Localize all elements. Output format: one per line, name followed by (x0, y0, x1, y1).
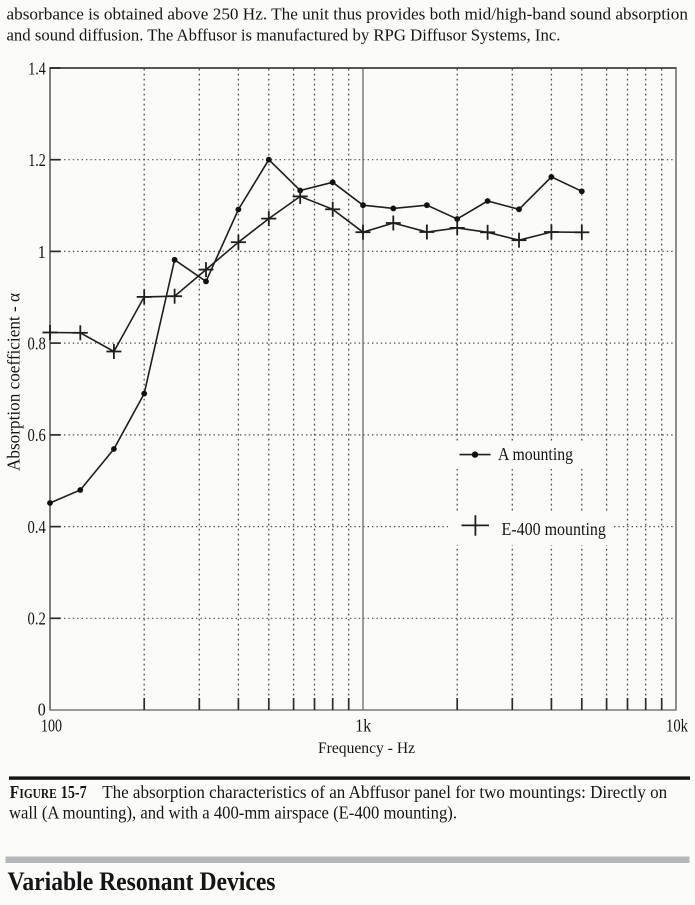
svg-text:Absorption coefficient - α: Absorption coefficient - α (4, 293, 24, 471)
svg-text:F: F (10, 782, 19, 802)
svg-text:10k: 10k (666, 715, 688, 735)
svg-text:The absorption characteristics: The absorption characteristics of an Abf… (102, 782, 667, 802)
svg-text:1.2: 1.2 (28, 150, 46, 170)
svg-text:0.2: 0.2 (28, 609, 46, 629)
svg-text:0: 0 (38, 700, 46, 720)
svg-text:1: 1 (38, 242, 46, 262)
svg-text:0.6: 0.6 (28, 425, 46, 445)
svg-text:E-400 mounting: E-400 mounting (502, 519, 607, 539)
svg-text:100: 100 (41, 715, 62, 735)
svg-text:Variable Resonant Devices: Variable Resonant Devices (8, 867, 276, 896)
svg-text:0.4: 0.4 (28, 517, 46, 537)
svg-text:1k: 1k (355, 715, 371, 735)
svg-text:IGURE: IGURE (19, 787, 56, 802)
svg-text:1.4: 1.4 (28, 58, 46, 78)
svg-text:absorbance is obtained above 2: absorbance is obtained above 250 Hz. The… (7, 4, 689, 23)
svg-text:wall (A mounting), and with a: wall (A mounting), and with a 400-mm air… (9, 803, 457, 824)
svg-text:A mounting: A mounting (498, 444, 573, 464)
svg-text:0.8: 0.8 (28, 334, 46, 354)
svg-text:and sound diffusion. The Abffu: and sound diffusion. The Abffusor is man… (7, 25, 561, 44)
svg-text:Frequency - Hz: Frequency - Hz (318, 740, 415, 757)
svg-text:15-7: 15-7 (61, 782, 87, 802)
